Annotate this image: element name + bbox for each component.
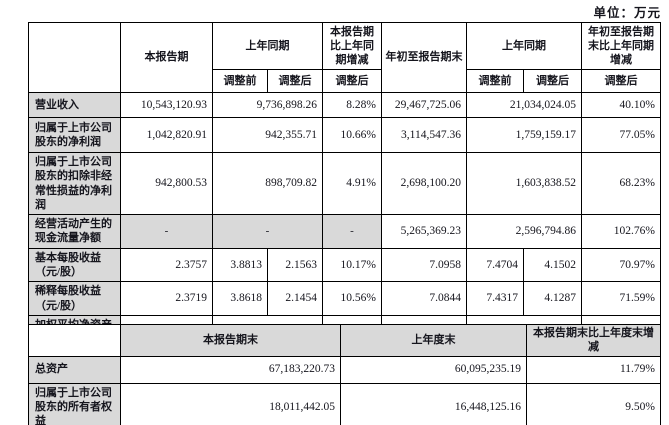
col-header-prior-year-end: 上年度末: [340, 324, 527, 357]
subheader-post-adjust: 调整后: [581, 69, 661, 93]
table-row-operating-cash-flow: 经营活动产生的现金流量净额 - - - 5,265,369.23 2,596,7…: [28, 214, 661, 249]
value-cell: 2.3719: [120, 281, 213, 316]
row-label: 归属于上市公司股东的所有者权益: [28, 382, 121, 425]
value-cell: 21,034,024.05: [466, 92, 582, 118]
value-cell: 942,355.71: [212, 117, 323, 153]
row-label: 基本每股收益（元/股）: [28, 247, 121, 283]
row-label: 归属于上市公司股东的净利润: [28, 117, 121, 153]
row-label: 稀释每股收益（元/股）: [28, 281, 121, 316]
value-cell: 4.1287: [523, 281, 582, 316]
subheader-post-adjust: 调整后: [267, 69, 323, 93]
value-cell: 8.28%: [322, 92, 382, 118]
value-cell: 9.50%: [526, 382, 661, 425]
value-cell: 29,467,725.06: [381, 92, 467, 118]
col-header-prior-ytd: 上年同期: [466, 22, 582, 70]
header-row: 本报告期末 上年度末 本报告期末比上年度末增减: [28, 324, 661, 357]
col-header-prior-period: 上年同期: [212, 22, 323, 70]
table-row-basic-eps: 基本每股收益（元/股） 2.3757 3.8813 2.1563 10.17% …: [28, 247, 661, 283]
value-cell: 1,603,838.52: [466, 151, 582, 216]
row-label: 营业收入: [28, 92, 121, 118]
table-row-revenue: 营业收入 10,543,120.93 9,736,898.26 8.28% 29…: [28, 92, 661, 118]
subheader-pre-adjust: 调整前: [466, 69, 524, 93]
value-cell: 2.1454: [267, 281, 323, 316]
corner-cell: [28, 22, 121, 93]
col-header-current-period: 本报告期: [120, 22, 213, 93]
header-row-2: 调整前 调整后 调整后 调整前 调整后 调整后: [29, 69, 661, 93]
value-cell: 942,800.53: [120, 151, 213, 216]
value-cell: -: [322, 214, 382, 249]
value-cell: 68.23%: [581, 151, 661, 216]
value-cell: 40.10%: [581, 92, 661, 118]
value-cell: 7.0844: [381, 281, 467, 316]
col-header-ytd-change: 年初至报告期末比上年同期增减: [581, 22, 661, 70]
value-cell: -: [120, 214, 213, 249]
row-label: 经营活动产生的现金流量净额: [28, 214, 121, 249]
corner-cell: [28, 324, 121, 357]
value-cell: 11.79%: [526, 355, 661, 384]
table-row-total-assets: 总资产 67,183,220.73 60,095,235.19 11.79%: [28, 355, 661, 384]
value-cell: 16,448,125.16: [340, 382, 527, 425]
value-cell: 2.1563: [267, 247, 323, 283]
value-cell: 2,596,794.86: [466, 214, 582, 249]
value-cell: 3.8618: [212, 281, 268, 316]
value-cell: 5,265,369.23: [381, 214, 467, 249]
table-row-net-profit: 归属于上市公司股东的净利润 1,042,820.91 942,355.71 10…: [28, 117, 661, 153]
value-cell: 9,736,898.26: [212, 92, 323, 118]
period-results-table: 本报告期 上年同期 本报告期比上年同期增减 年初至报告期末 上年同期 年初至报告…: [28, 22, 661, 350]
value-cell: 1,759,159.17: [466, 117, 582, 153]
table-row-deducted-net-profit: 归属于上市公司股东的扣除非经常性损益的净利润 942,800.53 898,70…: [28, 151, 661, 216]
value-cell: 1,042,820.91: [120, 117, 213, 153]
row-label: 总资产: [28, 355, 121, 384]
unit-label: 单位：万元: [593, 6, 661, 20]
value-cell: 10,543,120.93: [120, 92, 213, 118]
value-cell: 77.05%: [581, 117, 661, 153]
value-cell: 898,709.82: [212, 151, 323, 216]
value-cell: 3.8813: [212, 247, 268, 283]
col-header-period-end: 本报告期末: [120, 324, 341, 357]
value-cell: 3,114,547.36: [381, 117, 467, 153]
value-cell: 71.59%: [581, 281, 661, 316]
value-cell: 4.1502: [523, 247, 582, 283]
value-cell: 67,183,220.73: [120, 355, 341, 384]
value-cell: 7.4317: [466, 281, 524, 316]
value-cell: -: [212, 214, 323, 249]
value-cell: 60,095,235.19: [340, 355, 527, 384]
value-cell: 18,011,442.05: [120, 382, 341, 425]
col-header-ytd: 年初至报告期末: [381, 22, 467, 93]
value-cell: 4.91%: [322, 151, 382, 216]
value-cell: 102.76%: [581, 214, 661, 249]
col-header-end-change: 本报告期末比上年度末增减: [526, 324, 661, 357]
value-cell: 10.66%: [322, 117, 382, 153]
row-label: 归属于上市公司股东的扣除非经常性损益的净利润: [28, 151, 121, 216]
value-cell: 2.3757: [120, 247, 213, 283]
period-end-table: 本报告期末 上年度末 本报告期末比上年度末增减 总资产 67,183,220.7…: [28, 324, 661, 425]
subheader-post-adjust: 调整后: [523, 69, 582, 93]
subheader-post-adjust: 调整后: [322, 69, 382, 93]
value-cell: 7.4704: [466, 247, 524, 283]
value-cell: 70.97%: [581, 247, 661, 283]
table-row-owners-equity: 归属于上市公司股东的所有者权益 18,011,442.05 16,448,125…: [28, 382, 661, 425]
col-header-qoq-change: 本报告期比上年同期增减: [322, 22, 382, 70]
value-cell: 10.17%: [322, 247, 382, 283]
subheader-pre-adjust: 调整前: [212, 69, 268, 93]
value-cell: 7.0958: [381, 247, 467, 283]
value-cell: 2,698,100.20: [381, 151, 467, 216]
table-row-diluted-eps: 稀释每股收益（元/股） 2.3719 3.8618 2.1454 10.56% …: [28, 281, 661, 316]
header-row-1: 本报告期 上年同期 本报告期比上年同期增减 年初至报告期末 上年同期 年初至报告…: [28, 22, 661, 93]
value-cell: 10.56%: [322, 281, 382, 316]
